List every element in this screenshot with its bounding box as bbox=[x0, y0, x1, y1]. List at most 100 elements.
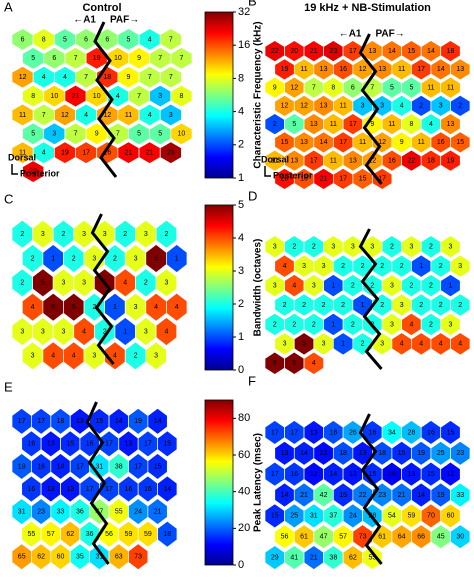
cell-label: 33 bbox=[57, 508, 65, 515]
cell-label: 11 bbox=[330, 121, 337, 128]
border-line bbox=[358, 228, 383, 370]
panel-letter: A bbox=[4, 0, 13, 14]
cell-label: 11 bbox=[339, 103, 346, 110]
map-cell bbox=[159, 141, 182, 164]
tick-label: 3 bbox=[238, 265, 244, 277]
cell-label: 15 bbox=[271, 513, 279, 520]
panel-letter: F bbox=[248, 373, 256, 388]
cell-label: 18 bbox=[163, 531, 171, 538]
cell-label: 7 bbox=[116, 131, 120, 138]
cell-label: 5 bbox=[31, 55, 35, 62]
cell-label: 22 bbox=[359, 492, 367, 499]
cell-label: 38 bbox=[115, 463, 123, 470]
cell-label: 4 bbox=[439, 341, 443, 348]
cell-label: 13 bbox=[368, 48, 376, 55]
cell-label: 4 bbox=[164, 328, 168, 335]
cell-label: 20 bbox=[290, 48, 298, 55]
cell-label: 3 bbox=[449, 244, 453, 251]
cell-label: 4 bbox=[419, 341, 423, 348]
cell-label: 12 bbox=[300, 103, 308, 110]
cell-label: 15 bbox=[447, 429, 455, 436]
cell-label: 16 bbox=[437, 139, 445, 146]
cell-label: 13 bbox=[47, 486, 55, 493]
cell-label: 9 bbox=[95, 131, 99, 138]
cell-label: 3 bbox=[331, 244, 335, 251]
cell-label: 2 bbox=[341, 263, 345, 270]
tick-label: 4 bbox=[238, 232, 244, 244]
cell-label: 60 bbox=[447, 513, 455, 520]
map-cell bbox=[450, 131, 471, 154]
cell-label: 2 bbox=[351, 321, 355, 328]
cell-label: 5 bbox=[390, 84, 394, 91]
cell-label: 4 bbox=[175, 304, 179, 311]
cell-label: 17 bbox=[18, 418, 26, 425]
orientation-posterior: Posterior bbox=[20, 168, 60, 178]
cell-label: 3 bbox=[390, 282, 394, 289]
cell-label: 2 bbox=[103, 328, 107, 335]
cell-label: 16 bbox=[427, 429, 435, 436]
colorbar-label: Peak Latency (msec) bbox=[253, 433, 264, 532]
cell-label: 21 bbox=[72, 93, 80, 100]
paf-label: PAF→ bbox=[110, 15, 139, 26]
cell-label: 17 bbox=[86, 486, 94, 493]
cell-label: 11 bbox=[388, 121, 395, 128]
cell-label: 24 bbox=[134, 508, 142, 515]
cell-label: 2 bbox=[144, 280, 148, 287]
tick-label: 1 bbox=[238, 172, 244, 184]
cell-label: 16 bbox=[339, 66, 347, 73]
cell-label: 12 bbox=[368, 157, 376, 164]
cell-label: 2 bbox=[361, 263, 365, 270]
cell-label: 14 bbox=[320, 139, 328, 146]
map-cell bbox=[450, 524, 471, 550]
cell-label: 7 bbox=[158, 55, 162, 62]
cell-label: 13 bbox=[320, 66, 328, 73]
cell-label: 14 bbox=[427, 48, 435, 55]
cell-label: 23 bbox=[456, 450, 464, 457]
cell-label: 19 bbox=[134, 418, 142, 425]
cell-label: 17 bbox=[105, 486, 113, 493]
map-cell bbox=[440, 312, 461, 337]
cell-label: 15 bbox=[339, 492, 347, 499]
cell-label: 2 bbox=[273, 121, 277, 128]
cell-label: 3 bbox=[82, 231, 86, 238]
cell-label: 17 bbox=[339, 176, 347, 183]
cell-label: 9 bbox=[127, 74, 131, 81]
cell-label: 2 bbox=[20, 231, 24, 238]
map-cell bbox=[440, 273, 461, 298]
cell-label: 4 bbox=[51, 353, 55, 360]
cell-label: 55 bbox=[368, 554, 376, 561]
cell-label: 5 bbox=[137, 131, 141, 138]
cell-label: 3 bbox=[322, 341, 326, 348]
cell-label: 22 bbox=[29, 168, 37, 175]
cell-label: 1 bbox=[341, 341, 345, 348]
cell-label: 12 bbox=[290, 84, 298, 91]
cell-label: 5 bbox=[302, 341, 306, 348]
cell-label: 3 bbox=[41, 328, 45, 335]
cell-label: 3 bbox=[361, 103, 365, 110]
cell-label: 17 bbox=[378, 176, 386, 183]
cell-label: 16 bbox=[368, 429, 376, 436]
cell-label: 31 bbox=[95, 554, 103, 561]
cell-label: 9 bbox=[137, 55, 141, 62]
cell-label: 2 bbox=[351, 282, 355, 289]
cell-label: 13 bbox=[408, 471, 416, 478]
cell-label: 23 bbox=[378, 492, 386, 499]
cell-label: 10 bbox=[93, 93, 101, 100]
map-cell bbox=[157, 475, 178, 503]
cell-label: 2 bbox=[361, 341, 365, 348]
cell-label: 3 bbox=[31, 353, 35, 360]
cell-label: 3 bbox=[370, 244, 374, 251]
cell-label: 37 bbox=[329, 513, 337, 520]
cell-label: 61 bbox=[300, 534, 308, 541]
cell-label: 7 bbox=[169, 74, 173, 81]
cell-label: 9 bbox=[400, 139, 404, 146]
map-cell bbox=[166, 292, 188, 322]
cell-label: 17 bbox=[271, 471, 279, 478]
cell-label: 5 bbox=[154, 255, 158, 262]
map-cell bbox=[170, 122, 193, 146]
border-line bbox=[85, 401, 110, 565]
cell-label: 2 bbox=[380, 263, 384, 270]
cell-label: 3 bbox=[41, 231, 45, 238]
cell-label: 2 bbox=[20, 280, 24, 287]
